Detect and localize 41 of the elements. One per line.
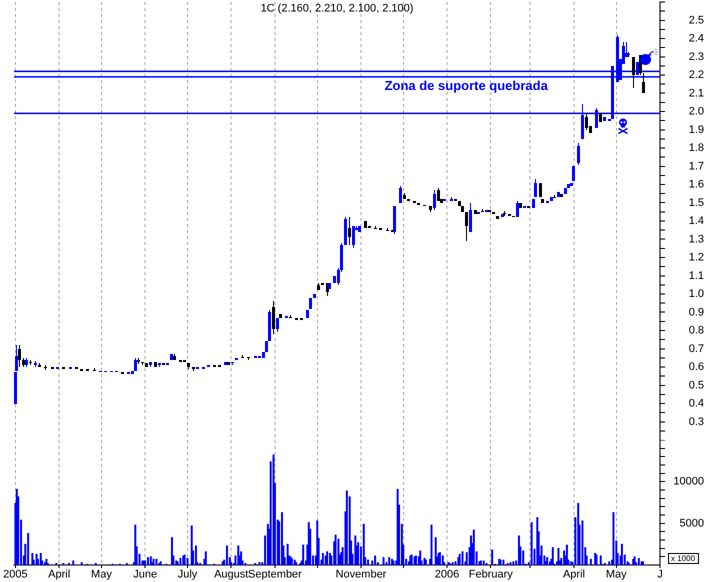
x-tick-label: 2006 (434, 568, 460, 581)
y-tick-label: 0.5 (688, 379, 704, 392)
y-tick-label: 1.0 (688, 288, 704, 300)
chart-title: 1C (2.160, 2.210, 2.100, 2.100) (260, 2, 414, 15)
y-tick-label: 0.3 (688, 416, 704, 428)
text: x 1000 (671, 554, 696, 564)
x-tick-label: November (336, 568, 387, 581)
x-tick-label: September (248, 568, 302, 581)
y-tick-label: 1.6 (688, 178, 704, 191)
y-tick-label: 1.7 (688, 160, 704, 172)
x-tick-label: May (606, 568, 628, 581)
x-tick-label: August (214, 568, 248, 581)
y-tick-label: 0.8 (688, 324, 704, 337)
y-tick-label: 5000 (680, 517, 704, 530)
y-tick-label: 2.2 (688, 69, 704, 82)
y-tick-label: 1.5 (688, 196, 704, 209)
y-tick-label: 2.4 (688, 32, 704, 45)
y-tick-label: 0.9 (688, 306, 704, 318)
y-tick-label: 10000 (673, 476, 704, 488)
x-tick-label: June (133, 568, 158, 581)
y-tick-label: 0.7 (688, 342, 704, 355)
y-tick-label: 1.2 (688, 252, 704, 264)
x-tick-label: J (657, 568, 663, 581)
y-tick-label: 0.6 (688, 361, 704, 374)
y-tick-label: 1.8 (688, 142, 704, 154)
x-tick-label: July (178, 568, 198, 581)
y-tick-label: 1.3 (688, 233, 704, 246)
x-tick-label: February (468, 568, 514, 581)
ref-line-label: Zona de suporte quebrada (384, 78, 549, 93)
y-tick-label: 2.5 (688, 14, 704, 26)
y-tick-label: 1.4 (688, 215, 704, 228)
x-tick-label: April (562, 568, 585, 581)
y-tick-label: 2.3 (688, 50, 704, 63)
y-tick-label: 2.0 (688, 106, 704, 118)
x-tick-label: April (48, 568, 70, 581)
x-tick-label: 2005 (3, 568, 28, 581)
y-tick-label: 2.1 (688, 87, 704, 100)
y-tick-label: 1.1 (688, 270, 704, 282)
y-tick-label: 1.9 (688, 124, 704, 136)
y-tick-label: 0.4 (688, 398, 704, 410)
x-tick-label: May (91, 568, 112, 581)
